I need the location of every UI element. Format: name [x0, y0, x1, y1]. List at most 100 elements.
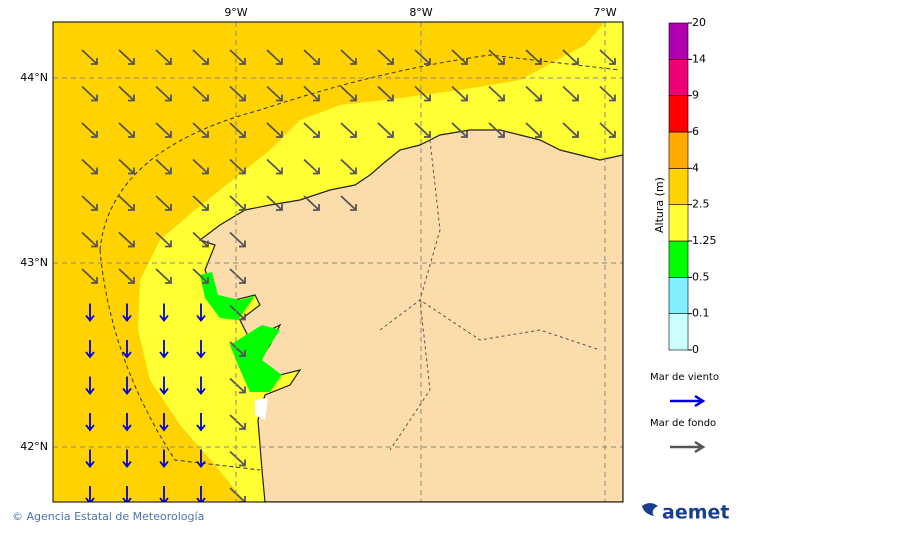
swell-arrow: [229, 195, 246, 211]
wind-arrow: [159, 303, 169, 322]
swell-arrow: [229, 268, 246, 284]
wind-arrow: [159, 449, 169, 468]
wind-arrow: [159, 413, 169, 432]
swell-arrow: [192, 122, 209, 138]
swell-arrow: [340, 85, 357, 102]
swell-arrow: [155, 231, 172, 248]
swell-arrow: [229, 377, 246, 394]
swell-arrow: [562, 49, 579, 65]
sea-low: [200, 272, 255, 320]
colorbar-label: 20: [692, 16, 706, 29]
swell-arrow: [229, 450, 246, 467]
swell-arrow: [562, 122, 579, 138]
swell-arrow: [488, 49, 505, 65]
swell-arrow: [303, 85, 320, 102]
swell-arrow: [525, 49, 542, 65]
logo-text: aemet: [662, 502, 729, 524]
swell-arrow: [599, 122, 616, 138]
colorbar-label: 1.25: [692, 234, 717, 247]
swell-arrow: [192, 49, 209, 65]
lat-label: 43°N: [20, 256, 48, 269]
colorbar-segment: [668, 277, 689, 314]
swell-arrow: [377, 122, 394, 138]
swell-arrow: [303, 122, 320, 138]
swell-arrow: [229, 158, 246, 175]
wind-arrow: [122, 413, 132, 432]
swell-arrow: [192, 195, 209, 211]
swell-arrow: [155, 158, 172, 175]
wind-arrow: [196, 340, 206, 359]
swell-arrow: [229, 122, 246, 138]
colorbar-label: 2.5: [692, 198, 710, 211]
swell-arrow: [303, 195, 320, 211]
swell-arrow: [81, 158, 98, 175]
swell-arrow: [340, 158, 357, 175]
wind-arrow: [196, 486, 206, 502]
swell-arrow: [599, 85, 616, 102]
colorbar-segment: [668, 95, 689, 133]
swell-arrow: [303, 158, 320, 175]
wind-arrow: [122, 303, 132, 322]
colorbar-label: 9: [692, 89, 699, 102]
swell-arrow: [81, 231, 98, 248]
legend-label: Mar de viento: [650, 372, 719, 383]
swell-arrow: [155, 195, 172, 211]
swell-arrow: [340, 49, 357, 65]
colorbar-label: 0.5: [692, 270, 710, 283]
swell-arrow: [81, 49, 98, 65]
swell-arrow: [229, 85, 246, 102]
swell-arrow: [155, 49, 172, 65]
swell-arrow: [414, 122, 431, 138]
swell-arrow: [229, 487, 246, 502]
swell-arrow: [488, 85, 505, 102]
wind-arrow: [196, 413, 206, 432]
swell-arrow: [155, 85, 172, 102]
wind-arrow: [85, 413, 95, 432]
swell-arrow: [118, 122, 135, 138]
lat-label: 44°N: [20, 71, 48, 84]
wind-arrow: [85, 340, 95, 359]
wind-arrow: [122, 376, 132, 395]
wind-arrow: [196, 449, 206, 468]
swell-arrow: [266, 85, 283, 102]
wind-arrow: [159, 340, 169, 359]
colorbar-title: Altura (m): [653, 177, 666, 233]
arrows: [81, 49, 616, 502]
swell-arrow: [266, 122, 283, 138]
colorbar-label: 0.1: [692, 307, 710, 320]
swell-arrow: [118, 158, 135, 175]
legend-arrow: [670, 394, 706, 408]
swell-arrow: [118, 268, 135, 284]
logo: aemet: [642, 502, 729, 524]
colorbar-segment: [668, 204, 689, 242]
wind-arrow: [85, 449, 95, 468]
swell-arrow: [81, 195, 98, 211]
lon-label: 8°W: [409, 6, 432, 19]
map: [53, 22, 623, 502]
swell-arrow: [414, 49, 431, 65]
swell-arrow: [488, 122, 505, 138]
wind-arrow: [159, 376, 169, 395]
swell-arrow: [192, 231, 209, 248]
swell-arrow: [81, 122, 98, 138]
land: [198, 129, 623, 502]
legend-arrow: [670, 440, 706, 454]
swell-arrow: [118, 49, 135, 65]
colorbar-segment: [668, 22, 689, 60]
swell-arrow: [155, 268, 172, 284]
colorbar-segment: [668, 59, 689, 96]
swell-arrow: [525, 122, 542, 138]
province-boundary: [379, 299, 601, 351]
swell-arrow: [377, 85, 394, 102]
logo-icon: [642, 503, 658, 516]
legend: Mar de viento Mar de fondo: [650, 372, 719, 454]
swell-arrow: [81, 268, 98, 284]
lon-label: 9°W: [224, 6, 247, 19]
wind-arrow: [159, 486, 169, 502]
colorbar-segment: [668, 313, 689, 351]
swell-arrow: [118, 231, 135, 248]
wind-arrow: [122, 449, 132, 468]
swell-arrow: [155, 122, 172, 138]
swell-arrow: [266, 49, 283, 65]
